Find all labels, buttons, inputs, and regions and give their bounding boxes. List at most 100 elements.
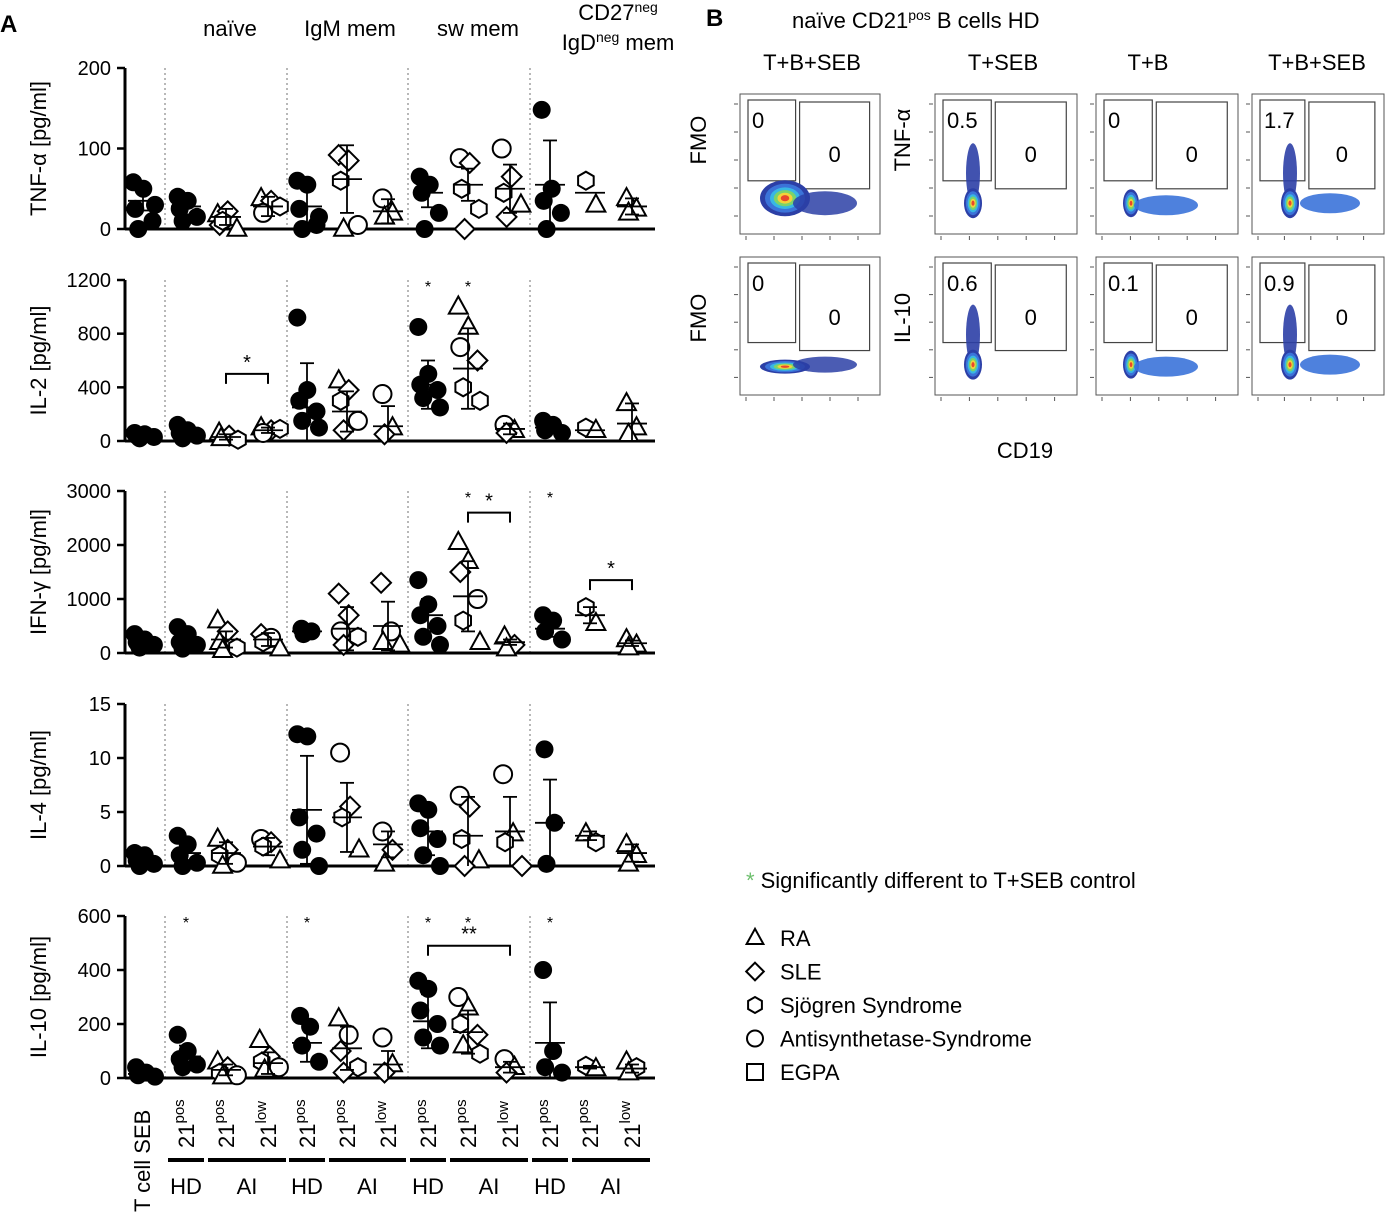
data-point: [129, 1066, 148, 1085]
gate-value-right: 0: [828, 142, 840, 167]
subplot-2: 0 400 800 1200 IL-2 [pg/ml] * * *: [26, 270, 655, 453]
density-cloud: [1300, 193, 1360, 214]
density-blob: [780, 195, 790, 202]
gate-right: [994, 264, 1067, 352]
panel-b-title: naïve CD21pos B cells HD: [792, 7, 1040, 33]
data-point: [327, 368, 350, 389]
y-tick-label: 0: [100, 219, 111, 241]
y-axis-label: TNF-α [pg/ml]: [26, 81, 51, 216]
data-point: [381, 621, 402, 642]
data-point: [431, 398, 449, 417]
x-label-cd21-pos: 21pos: [292, 1099, 320, 1148]
data-point: [584, 417, 608, 439]
x-label-cd21-pos: 21pos: [453, 1099, 481, 1148]
group-header-igm-mem: IgM mem: [304, 16, 396, 41]
density-tail: [1283, 304, 1297, 365]
legend-symbol-circle: [746, 1029, 764, 1048]
significance-bracket-label: *: [485, 491, 493, 513]
data-point: [448, 987, 469, 1007]
flow-plot-r2c1: 00: [734, 256, 881, 401]
data-point: [553, 630, 571, 649]
data-point: [129, 220, 148, 238]
gate-right: [1155, 101, 1228, 190]
data-point: [301, 1017, 320, 1036]
data-point: [293, 220, 312, 238]
data-point: [534, 961, 553, 979]
data-point: [332, 216, 355, 237]
significance-bracket: [427, 944, 511, 956]
gate-value-left: 0: [1108, 108, 1120, 133]
x-label-cd21-pos: 21pos: [535, 1099, 563, 1148]
data-point: [211, 637, 234, 659]
flow-column-header: T+SEB: [968, 50, 1038, 75]
gate-left: [747, 262, 797, 344]
gate-right: [994, 101, 1067, 190]
data-point: [253, 1057, 276, 1078]
data-point: [290, 391, 309, 410]
data-point: [310, 207, 328, 226]
data-point: [143, 211, 162, 230]
data-point: [146, 1067, 164, 1086]
density-tail: [966, 143, 980, 204]
data-point: [213, 210, 232, 232]
group-header-igdneg-mem: IgDneg mem: [562, 29, 675, 55]
significance-star-green: *: [547, 915, 553, 932]
data-point: [372, 384, 393, 405]
legend-note: * Significantly different to T+SEB contro…: [746, 868, 1136, 893]
significance-bracket: [467, 511, 511, 523]
data-point: [126, 199, 145, 218]
data-point: [553, 1063, 571, 1082]
y-tick-label: 1000: [67, 589, 112, 611]
data-point: [468, 629, 492, 650]
x-group-label-hd: HD: [534, 1174, 566, 1199]
gate-value-left: 0.1: [1108, 271, 1139, 296]
data-point: [544, 1042, 563, 1060]
data-point: [450, 337, 471, 358]
data-point: [493, 764, 514, 785]
flow-plot-frame: [934, 93, 1078, 235]
x-label-cd21-low: 21low: [253, 1101, 281, 1148]
flow-plot-frame: [934, 256, 1078, 396]
data-point: [130, 638, 149, 657]
gate-left: [1259, 99, 1306, 182]
flow-plot-r1c2: 0.50: [929, 93, 1078, 240]
data-point: [288, 308, 307, 327]
data-point: [431, 1036, 449, 1055]
gate-left: [1259, 262, 1306, 344]
density-cloud: [793, 191, 857, 216]
legend-symbol-triangle: [744, 926, 766, 945]
x-label-cd21-low: 21low: [495, 1101, 523, 1148]
x-label-cd21-pos: 21pos: [575, 1099, 603, 1148]
data-point: [337, 603, 361, 627]
x-group-label-hd: HD: [412, 1174, 444, 1199]
gate-right: [798, 264, 871, 352]
y-tick-label: 0: [100, 431, 111, 453]
data-point: [271, 418, 289, 440]
data-point: [173, 429, 192, 448]
flow-plot-r1c3: 00: [1090, 93, 1239, 240]
subplot-1: 0 100 200 TNF-α [pg/ml]: [26, 58, 655, 241]
data-point: [470, 198, 488, 220]
gate-value-right: 0: [1186, 142, 1198, 167]
y-tick-label: 600: [78, 906, 111, 928]
legend-label: SLE: [780, 960, 822, 985]
significance-star-green: *: [425, 915, 431, 932]
x-group-label-ai: AI: [357, 1174, 378, 1199]
y-tick-label: 3000: [67, 481, 112, 503]
y-tick-label: 10: [89, 748, 111, 770]
data-point: [452, 828, 471, 850]
density-tail: [1283, 143, 1297, 204]
legend-symbol-hexagon: [747, 995, 763, 1015]
data-point: [373, 1061, 396, 1084]
group-header-cd27neg: CD27neg: [578, 0, 658, 25]
data-point: [491, 138, 512, 159]
data-point: [310, 418, 328, 437]
data-point: [206, 608, 229, 629]
density-cloud: [1300, 354, 1360, 375]
y-tick-label: 0: [100, 1068, 111, 1090]
data-point: [415, 220, 434, 238]
x-label-control: T cell SEB: [130, 1110, 155, 1212]
gate-right: [1155, 264, 1228, 352]
legend-label: RA: [780, 926, 811, 951]
y-tick-label: 200: [78, 58, 111, 80]
